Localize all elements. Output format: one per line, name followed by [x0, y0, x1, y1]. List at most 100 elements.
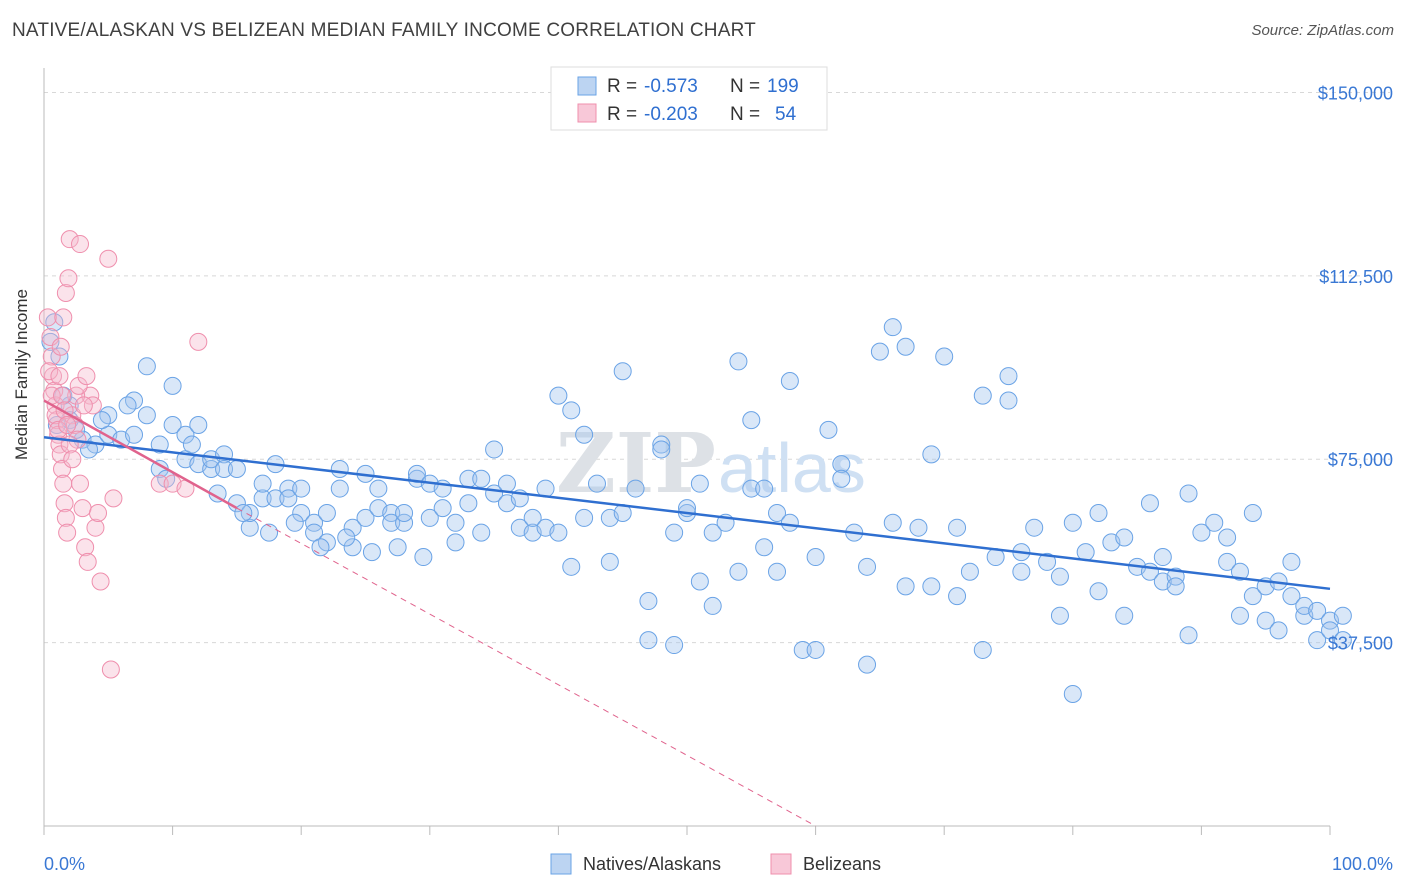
native-point-118: [870, 342, 889, 361]
native-point-89: [652, 440, 671, 459]
native-point-27: [240, 504, 259, 523]
x-tick-labels: 0.0% 100.0%: [44, 854, 1393, 874]
belizean-point-41: [53, 386, 72, 405]
native-point-198: [414, 548, 433, 567]
native-point-161: [1218, 528, 1237, 547]
native-point-196: [362, 543, 381, 562]
native-point-19: [189, 415, 208, 434]
native-point-83: [613, 362, 632, 381]
native-point-90: [665, 636, 684, 655]
trend-line-natives: [43, 435, 1331, 591]
native-point-14: [163, 415, 182, 434]
legend-r-label-1: R =: [607, 76, 637, 97]
native-point-144: [1089, 582, 1108, 601]
native-point-145: [1089, 504, 1108, 523]
native-point-167: [1256, 611, 1275, 630]
native-point-33: [279, 489, 298, 508]
native-point-114: [832, 469, 851, 488]
native-point-76: [562, 557, 581, 576]
native-point-174: [1308, 601, 1327, 620]
native-point-127: [948, 587, 967, 606]
series-legend-label-natives: Natives/Alaskans: [583, 854, 721, 874]
belizean-point-13: [56, 508, 75, 527]
native-point-108: [780, 371, 799, 390]
native-point-170: [1282, 587, 1301, 606]
native-point-54: [420, 508, 439, 527]
y-tick-label-1: $75,000: [1328, 450, 1393, 470]
belizean-point-34: [89, 504, 108, 523]
native-point-102: [742, 479, 761, 498]
native-point-65: [485, 440, 504, 459]
series-legend-swatch-belizeans: [770, 853, 792, 875]
native-point-80: [587, 474, 606, 493]
native-point-123: [909, 518, 928, 537]
native-point-120: [883, 318, 902, 337]
native-point-67: [497, 474, 516, 493]
native-point-139: [1050, 567, 1069, 586]
native-point-131: [973, 640, 992, 659]
native-point-185: [80, 440, 99, 459]
native-point-110: [806, 640, 825, 659]
native-point-36: [305, 513, 324, 532]
native-point-137: [1025, 518, 1044, 537]
native-point-31: [266, 489, 285, 508]
belizean-point-35: [91, 572, 110, 591]
native-point-23: [215, 460, 234, 479]
legend-r-label-2: R =: [607, 104, 637, 125]
native-point-107: [780, 513, 799, 532]
native-point-164: [1243, 504, 1262, 523]
native-point-45: [356, 508, 375, 527]
legend-n-label-1: N =: [730, 76, 760, 97]
belizean-point-53: [71, 235, 90, 254]
belizean-point-38: [74, 396, 93, 415]
native-point-50: [395, 513, 414, 532]
native-point-140: [1050, 606, 1069, 625]
trend-lines: [43, 399, 1331, 827]
series-legend: Natives/Alaskans Belizeans: [550, 853, 881, 875]
native-point-78: [575, 425, 594, 444]
native-point-111: [806, 548, 825, 567]
axes: [43, 68, 1331, 835]
x-tick-label-1: 100.0%: [1332, 854, 1393, 874]
native-point-35: [292, 479, 311, 498]
native-point-148: [1115, 606, 1134, 625]
native-point-126: [935, 347, 954, 366]
belizean-point-28: [73, 499, 92, 518]
native-point-94: [690, 474, 709, 493]
native-point-113: [832, 455, 851, 474]
belizean-point-48: [104, 489, 123, 508]
stats-legend: R = -0.573 N = 199 R = -0.203 N = 54: [550, 66, 828, 131]
native-point-125: [922, 445, 941, 464]
native-point-187: [118, 396, 137, 415]
native-point-119: [883, 513, 902, 532]
native-point-175: [1308, 631, 1327, 650]
native-point-75: [549, 386, 568, 405]
native-point-150: [1140, 494, 1159, 513]
native-point-87: [639, 592, 658, 611]
native-point-58: [446, 513, 465, 532]
watermark-atlas: atlas: [718, 429, 866, 507]
native-point-189: [182, 435, 201, 454]
belizean-point-49: [150, 474, 169, 493]
native-point-38: [317, 504, 336, 523]
native-point-77: [562, 401, 581, 420]
legend-r-value-2: -0.203: [644, 104, 698, 125]
y-tick-label-0: $37,500: [1328, 634, 1393, 654]
series-natives-alaskans: [41, 313, 1352, 703]
native-point-61: [459, 494, 478, 513]
belizean-point-37: [69, 376, 88, 395]
native-point-29: [253, 474, 272, 493]
watermark-zip: ZIP: [556, 416, 716, 512]
belizean-point-19: [51, 337, 70, 356]
native-point-71: [523, 508, 542, 527]
belizean-point-2: [42, 347, 61, 366]
native-point-16: [176, 425, 195, 444]
native-point-79: [575, 508, 594, 527]
native-point-103: [755, 538, 774, 557]
native-point-109: [793, 640, 812, 659]
native-point-165: [1243, 587, 1262, 606]
belizean-point-46: [99, 249, 118, 268]
native-point-112: [819, 420, 838, 439]
belizean-point-30: [78, 552, 97, 571]
